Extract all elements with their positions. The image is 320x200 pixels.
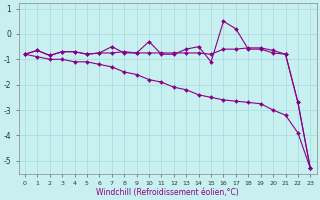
X-axis label: Windchill (Refroidissement éolien,°C): Windchill (Refroidissement éolien,°C) [96, 188, 239, 197]
